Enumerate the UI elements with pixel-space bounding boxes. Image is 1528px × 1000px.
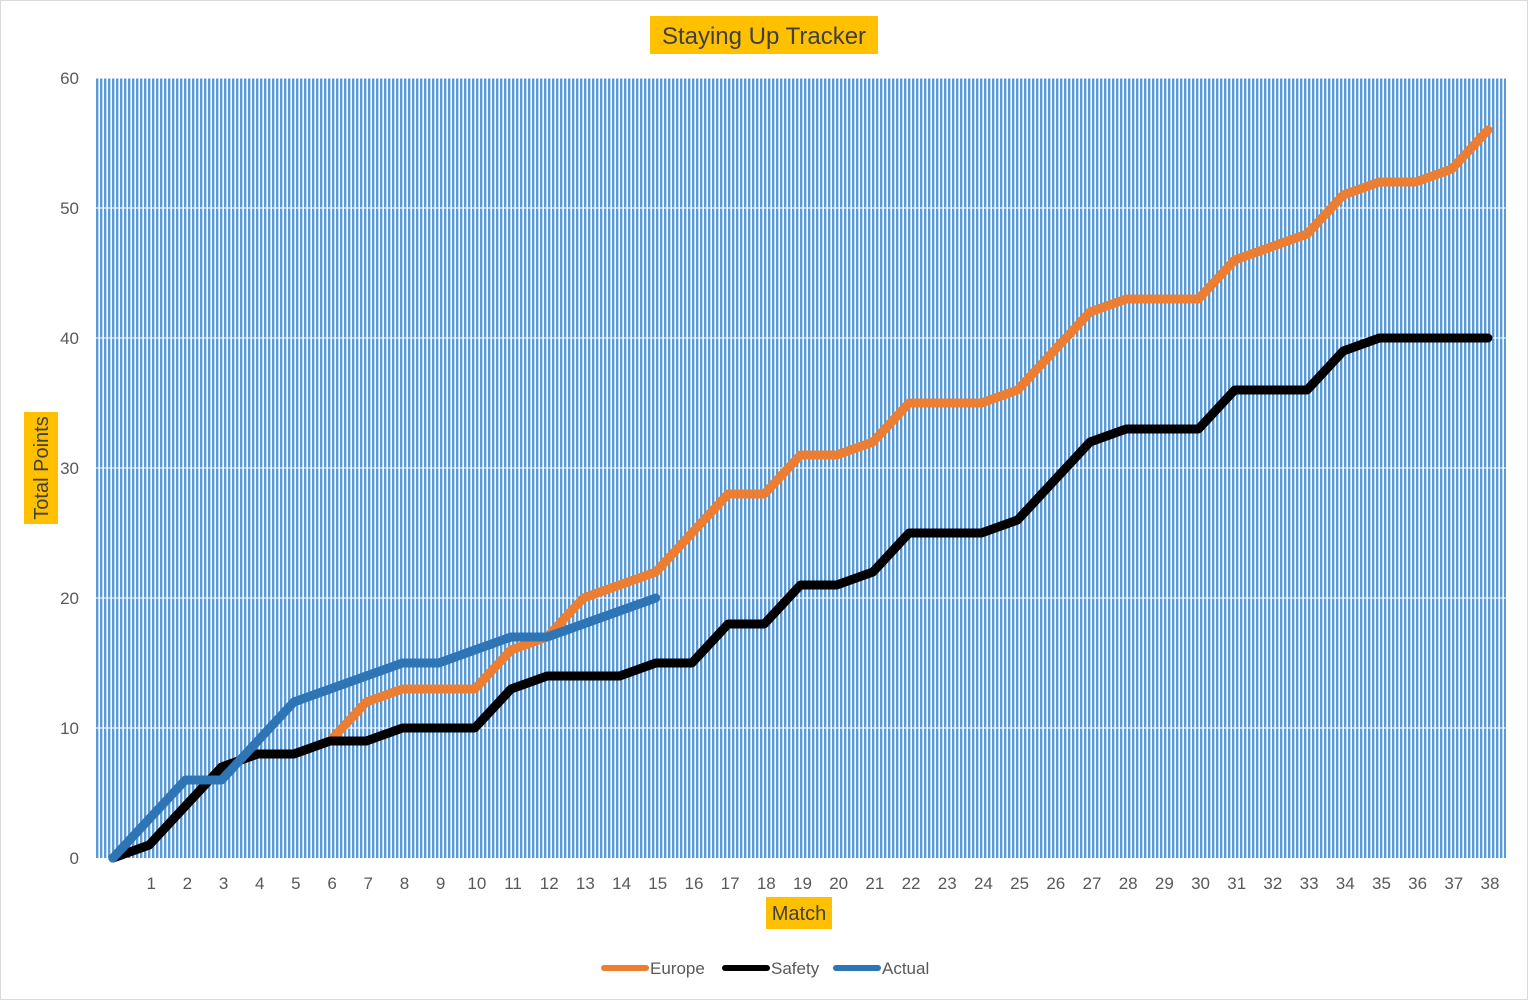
y-tick-label: 50 [60, 199, 79, 218]
series-line-europe [108, 125, 1493, 863]
x-tick-label: 35 [1372, 874, 1391, 893]
x-tick-label: 9 [436, 874, 445, 893]
x-tick-label: 19 [793, 874, 812, 893]
x-tick-label: 38 [1481, 874, 1500, 893]
x-tick-label: 15 [648, 874, 667, 893]
x-tick-label: 27 [1083, 874, 1102, 893]
x-tick-label: 25 [1010, 874, 1029, 893]
title-highlight [650, 16, 878, 54]
x-tick-label: 29 [1155, 874, 1174, 893]
x-tick-label: 24 [974, 874, 993, 893]
x-tick-label: 16 [684, 874, 703, 893]
x-tick-label: 20 [829, 874, 848, 893]
legend-label-safety: Safety [771, 959, 820, 978]
y-axis-title: Total Points [31, 416, 53, 519]
x-tick-label: 26 [1046, 874, 1065, 893]
x-tick-label: 2 [183, 874, 192, 893]
x-tick-label: 22 [902, 874, 921, 893]
x-tick-label: 23 [938, 874, 957, 893]
x-tick-label: 4 [255, 874, 264, 893]
legend-label-actual: Actual [882, 959, 929, 978]
y-axis-ticks: 0 10 20 30 40 50 60 [60, 69, 79, 868]
series-lines [108, 125, 1493, 863]
x-tick-label: 21 [865, 874, 884, 893]
x-axis-title-highlight [766, 897, 832, 929]
x-tick-label: 31 [1227, 874, 1246, 893]
x-tick-label: 30 [1191, 874, 1210, 893]
x-tick-label: 36 [1408, 874, 1427, 893]
x-tick-label: 5 [291, 874, 300, 893]
x-tick-label: 1 [146, 874, 155, 893]
y-tick-label: 0 [70, 849, 79, 868]
y-tick-label: 40 [60, 329, 79, 348]
x-tick-label: 12 [540, 874, 559, 893]
legend: Europe Safety Actual [601, 959, 929, 978]
y-tick-label: 60 [60, 69, 79, 88]
x-tick-label: 11 [504, 874, 522, 893]
x-tick-label: 34 [1336, 874, 1355, 893]
x-tick-label: 6 [327, 874, 336, 893]
y-tick-label: 20 [60, 589, 79, 608]
x-axis-ticks: 1 2 3 4 5 6 7 8 9 10 11 12 13 14 15 16 17 18 19 20 21 22 23 24 2… [146, 874, 1499, 893]
gridlines [95, 77, 1506, 729]
legend-label-europe: Europe [650, 959, 705, 978]
x-tick-label: 33 [1300, 874, 1319, 893]
x-axis-title: Match [772, 903, 826, 925]
y-tick-label: 10 [60, 719, 79, 738]
series-line-safety [108, 333, 1493, 863]
x-tick-label: 18 [757, 874, 776, 893]
x-tick-label: 7 [364, 874, 373, 893]
y-tick-label: 30 [60, 459, 79, 478]
x-tick-label: 17 [721, 874, 740, 893]
series-line-actual [108, 593, 661, 863]
y-axis-title-highlight [24, 412, 58, 524]
x-tick-label: 8 [400, 874, 409, 893]
x-tick-label: 14 [612, 874, 631, 893]
x-tick-label: 32 [1263, 874, 1282, 893]
x-tick-label: 13 [576, 874, 595, 893]
x-tick-label: 3 [219, 874, 228, 893]
chart-title: Staying Up Tracker [662, 23, 866, 50]
x-tick-label: 28 [1119, 874, 1138, 893]
x-tick-label: 37 [1444, 874, 1463, 893]
x-tick-label: 10 [467, 874, 486, 893]
